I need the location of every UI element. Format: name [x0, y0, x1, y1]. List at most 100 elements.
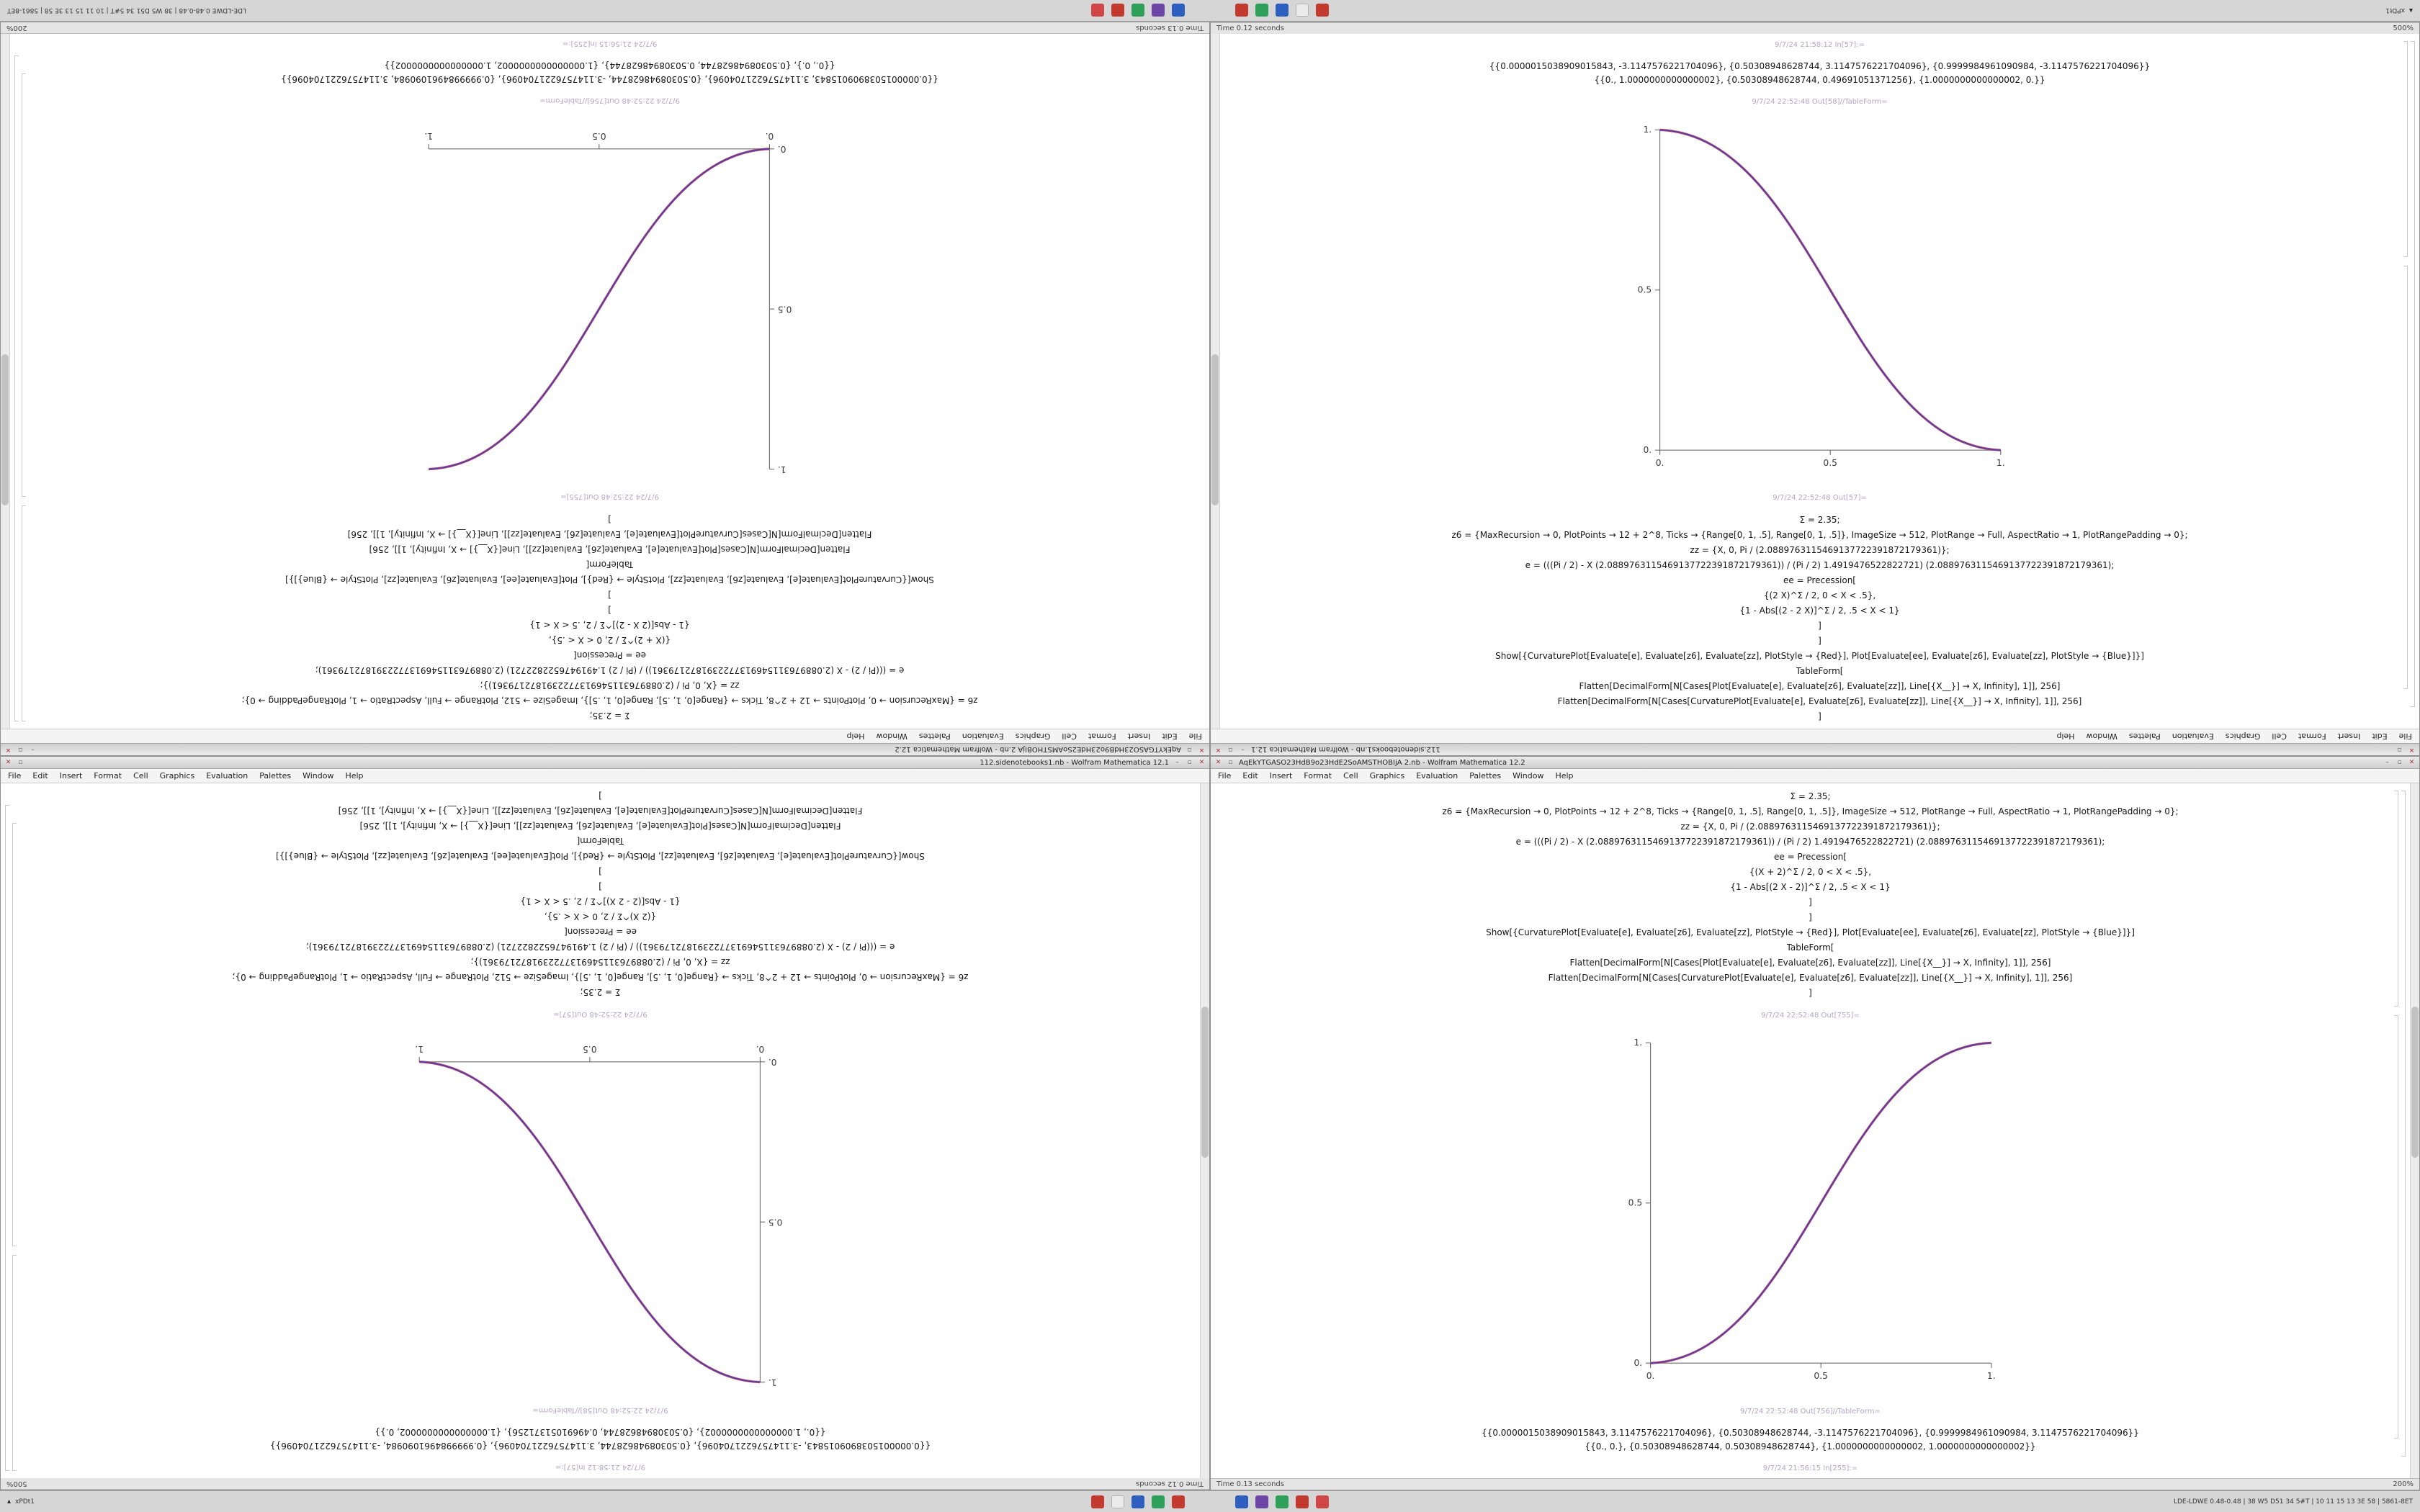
menu-item[interactable]: Cell: [2272, 732, 2287, 741]
close-icon[interactable]: ✕: [2408, 746, 2415, 754]
menu-item[interactable]: Palettes: [918, 732, 951, 741]
scrollbar-thumb[interactable]: [1211, 354, 1219, 505]
menu-item[interactable]: Cell: [1062, 732, 1077, 741]
menu-item[interactable]: Edit: [32, 771, 48, 780]
cell-group-bracket[interactable]: [2401, 791, 2406, 1457]
menu-item[interactable]: File: [1218, 771, 1232, 780]
minimize-icon[interactable]: –: [1175, 758, 1179, 766]
cell-group-bracket[interactable]: [5, 805, 9, 1471]
menu-item[interactable]: Evaluation: [1416, 771, 1458, 780]
menu-item[interactable]: Cell: [133, 771, 148, 780]
maximize-icon[interactable]: ▫: [1187, 746, 1192, 754]
taskbar-expand-icon[interactable]: ▴: [7, 1498, 12, 1506]
taskbar-app-icon[interactable]: [1316, 4, 1329, 17]
taskbar-app-icon[interactable]: [1276, 1495, 1289, 1508]
menu-item[interactable]: Window: [302, 771, 334, 780]
taskbar-app-icon[interactable]: [1316, 1495, 1329, 1508]
taskbar-app-icon[interactable]: [1111, 1495, 1124, 1508]
menu-item[interactable]: Format: [94, 771, 122, 780]
menu-item[interactable]: Insert: [1269, 771, 1293, 780]
menu-item[interactable]: Edit: [1242, 771, 1258, 780]
taskbar-app-icon[interactable]: [1131, 4, 1144, 17]
scrollbar[interactable]: [1200, 783, 1209, 1478]
menu-item[interactable]: Palettes: [2128, 732, 2161, 741]
taskbar-app-icon[interactable]: [1276, 4, 1289, 17]
scrollbar-thumb[interactable]: [2411, 1007, 2419, 1158]
menu-item[interactable]: File: [1188, 732, 1202, 741]
menu-item[interactable]: Palettes: [259, 771, 292, 780]
minimize-icon[interactable]: –: [2385, 758, 2389, 766]
taskbar-app-icon[interactable]: [1152, 4, 1165, 17]
menu-item[interactable]: Help: [2056, 732, 2075, 741]
taskbar-app-icon[interactable]: [1235, 1495, 1248, 1508]
menu-item[interactable]: Evaluation: [2172, 732, 2214, 741]
code-cell[interactable]: Σ = 2.35; z6 = {MaxRecursion → 0, PlotPoi…: [1451, 513, 2187, 724]
minimize-icon[interactable]: –: [31, 746, 35, 754]
notebook-content-rotated[interactable]: 9/7/24 21:58:12 In[57]:= {{0.00000150389…: [1220, 34, 2419, 729]
menu-item[interactable]: Help: [1555, 771, 1574, 780]
maximize-icon[interactable]: ▫: [18, 746, 23, 754]
menu-item[interactable]: Evaluation: [962, 732, 1004, 741]
code-cell[interactable]: Σ = 2.35; z6 = {MaxRecursion → 0, PlotPoi…: [241, 511, 977, 723]
menu-item[interactable]: Palettes: [1469, 771, 1502, 780]
menu-item[interactable]: Window: [2086, 732, 2118, 741]
taskbar-app-icon[interactable]: [1255, 4, 1268, 17]
menu-item[interactable]: Edit: [1162, 732, 1178, 741]
menu-item[interactable]: Graphics: [159, 771, 195, 780]
close-icon[interactable]: ✕: [1198, 758, 1205, 766]
menu-item[interactable]: Window: [876, 732, 908, 741]
menu-item[interactable]: File: [8, 771, 22, 780]
menu-item[interactable]: Format: [1088, 732, 1116, 741]
cell-group-bracket[interactable]: [2411, 41, 2415, 707]
menu-item[interactable]: Insert: [59, 771, 83, 780]
minimize-icon[interactable]: –: [1241, 746, 1245, 754]
close-icon[interactable]: ✕: [5, 758, 12, 766]
cell-group-bracket[interactable]: [14, 55, 19, 721]
taskbar-app-icon[interactable]: [1131, 1495, 1144, 1508]
maximize-icon[interactable]: ▫: [2397, 746, 2402, 754]
close-icon[interactable]: ✕: [2408, 758, 2415, 766]
close-icon[interactable]: ✕: [1198, 746, 1205, 754]
code-cell[interactable]: Σ = 2.35; z6 = {MaxRecursion → 0, PlotPoi…: [1442, 789, 2178, 1001]
taskbar-app-icon[interactable]: [1235, 4, 1248, 17]
scrollbar-thumb[interactable]: [1201, 1007, 1209, 1158]
close-icon[interactable]: ✕: [5, 746, 12, 754]
taskbar-app-icon[interactable]: [1172, 1495, 1185, 1508]
taskbar-app-icon[interactable]: [1091, 1495, 1104, 1508]
taskbar-app-icon[interactable]: [1111, 4, 1124, 17]
taskbar-app-icon[interactable]: [1152, 1495, 1165, 1508]
cell-bracket[interactable]: [2403, 41, 2408, 257]
cell-bracket[interactable]: [2403, 266, 2408, 689]
scrollbar-thumb[interactable]: [1, 354, 9, 505]
code-cell[interactable]: Σ = 2.35; z6 = {MaxRecursion → 0, PlotPoi…: [232, 788, 968, 999]
menu-item[interactable]: Format: [1304, 771, 1332, 780]
cell-bracket[interactable]: [2394, 1015, 2398, 1439]
menu-item[interactable]: Format: [2298, 732, 2326, 741]
close-icon[interactable]: ✕: [1215, 746, 1222, 754]
close-icon[interactable]: ✕: [1215, 758, 1222, 766]
menu-item[interactable]: Window: [1512, 771, 1544, 780]
cell-bracket[interactable]: [22, 505, 26, 721]
menu-item[interactable]: Edit: [2372, 732, 2388, 741]
notebook-content[interactable]: Σ = 2.35; z6 = {MaxRecursion → 0, PlotPoi…: [1211, 783, 2410, 1478]
menu-item[interactable]: Graphics: [1369, 771, 1405, 780]
scrollbar[interactable]: [1211, 34, 1220, 729]
maximize-icon[interactable]: ▫: [1228, 758, 1233, 766]
menu-item[interactable]: Help: [345, 771, 364, 780]
taskbar-app-icon[interactable]: [1296, 1495, 1309, 1508]
menu-item[interactable]: Cell: [1343, 771, 1358, 780]
notebook-content-rotated[interactable]: 9/7/24 21:58:12 In[57]:= {{0.00000150389…: [1, 783, 1200, 1478]
menu-item[interactable]: Help: [846, 732, 865, 741]
maximize-icon[interactable]: ▫: [1228, 746, 1233, 754]
menu-item[interactable]: Insert: [2337, 732, 2361, 741]
taskbar-expand-icon[interactable]: ▴: [2408, 6, 2413, 14]
menu-item[interactable]: Graphics: [1015, 732, 1051, 741]
menu-item[interactable]: Insert: [1127, 732, 1151, 741]
taskbar-app-icon[interactable]: [1296, 4, 1309, 17]
taskbar-app-icon[interactable]: [1172, 4, 1185, 17]
cell-bracket[interactable]: [2394, 791, 2398, 1007]
taskbar-app-icon[interactable]: [1255, 1495, 1268, 1508]
maximize-icon[interactable]: ▫: [1187, 758, 1192, 766]
menu-item[interactable]: File: [2398, 732, 2412, 741]
maximize-icon[interactable]: ▫: [2397, 758, 2402, 766]
